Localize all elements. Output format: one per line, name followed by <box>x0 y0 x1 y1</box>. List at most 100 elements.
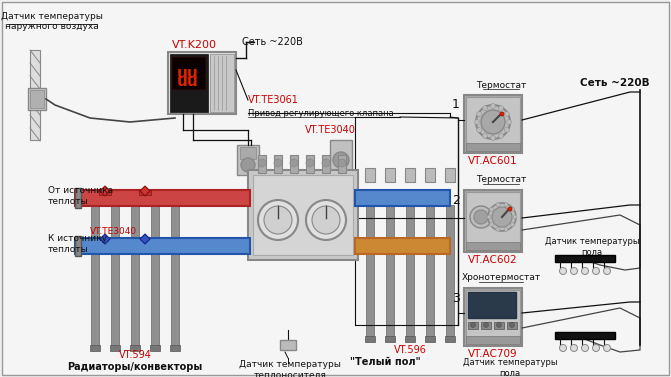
Bar <box>151 205 159 350</box>
Circle shape <box>258 200 298 240</box>
Bar <box>75 236 81 256</box>
Bar <box>75 238 250 254</box>
Circle shape <box>489 207 493 211</box>
Bar <box>365 336 375 342</box>
Bar <box>426 205 434 340</box>
Bar <box>446 205 454 340</box>
Text: Датчик температуры
теплоносителя: Датчик температуры теплоносителя <box>239 360 341 377</box>
Text: VT.TE3061: VT.TE3061 <box>248 95 299 105</box>
Text: Радиаторы/конвекторы: Радиаторы/конвекторы <box>67 362 203 372</box>
Circle shape <box>492 207 512 227</box>
Circle shape <box>274 159 282 167</box>
Bar <box>75 188 81 208</box>
Bar <box>30 90 44 108</box>
Bar <box>111 205 119 350</box>
Circle shape <box>484 322 488 328</box>
Bar <box>466 290 520 338</box>
Bar <box>355 238 450 254</box>
Circle shape <box>290 159 298 167</box>
Circle shape <box>513 215 517 219</box>
Bar <box>385 168 395 182</box>
Circle shape <box>505 112 509 116</box>
Polygon shape <box>99 190 111 195</box>
Text: VT.TE3040: VT.TE3040 <box>90 227 137 236</box>
Polygon shape <box>100 234 110 244</box>
Bar <box>322 155 330 173</box>
Bar <box>464 288 522 346</box>
Bar <box>494 322 504 329</box>
Bar <box>466 242 520 250</box>
Circle shape <box>491 135 495 141</box>
Circle shape <box>264 206 292 234</box>
Circle shape <box>474 210 488 224</box>
Circle shape <box>476 112 482 116</box>
Bar <box>330 140 352 172</box>
Polygon shape <box>140 234 150 244</box>
Circle shape <box>603 345 611 351</box>
Bar <box>210 54 234 112</box>
Bar <box>171 205 179 350</box>
Circle shape <box>505 127 509 132</box>
Circle shape <box>306 159 314 167</box>
Bar <box>90 345 100 351</box>
Circle shape <box>488 203 516 231</box>
Text: uu: uu <box>177 66 199 81</box>
Circle shape <box>481 110 505 134</box>
Text: Хронотермостат: Хронотермостат <box>462 273 541 282</box>
Circle shape <box>500 112 504 116</box>
Bar <box>405 168 415 182</box>
Text: VT.AC602: VT.AC602 <box>468 255 518 265</box>
Polygon shape <box>140 186 150 196</box>
Polygon shape <box>100 186 110 196</box>
Bar <box>28 88 46 110</box>
Text: VT.596: VT.596 <box>394 345 427 355</box>
Text: 3: 3 <box>452 291 460 305</box>
Bar <box>258 155 266 173</box>
Bar <box>170 54 208 112</box>
Bar <box>555 255 615 262</box>
Text: uu: uu <box>177 75 199 89</box>
Text: От источника
теплоты: От источника теплоты <box>48 186 113 206</box>
Bar <box>466 336 520 344</box>
Bar <box>91 205 99 350</box>
Bar <box>280 340 296 350</box>
Circle shape <box>504 227 508 231</box>
Bar <box>468 322 478 329</box>
Circle shape <box>592 268 599 274</box>
Circle shape <box>592 345 599 351</box>
Bar <box>366 205 374 340</box>
Bar <box>464 190 522 252</box>
Circle shape <box>507 120 511 124</box>
Bar <box>466 97 520 145</box>
Circle shape <box>482 133 488 138</box>
Circle shape <box>496 202 500 207</box>
Bar <box>445 336 455 342</box>
Bar <box>110 345 120 351</box>
Bar <box>274 155 282 173</box>
Circle shape <box>496 227 500 231</box>
Text: Сеть ~220В: Сеть ~220В <box>242 37 303 47</box>
Bar <box>464 95 522 153</box>
Bar <box>240 147 256 159</box>
Circle shape <box>487 215 491 219</box>
Bar <box>168 52 236 114</box>
Circle shape <box>570 345 578 351</box>
Circle shape <box>338 159 346 167</box>
Text: VT.TE3040: VT.TE3040 <box>305 125 356 135</box>
Circle shape <box>322 159 330 167</box>
Bar <box>386 205 394 340</box>
Circle shape <box>560 345 566 351</box>
Circle shape <box>499 133 503 138</box>
Circle shape <box>333 152 349 168</box>
Circle shape <box>489 223 493 227</box>
Bar <box>130 345 140 351</box>
Text: Термостат: Термостат <box>476 176 526 184</box>
Circle shape <box>560 268 566 274</box>
Text: Датчик температуры
пола: Датчик температуры пола <box>545 237 639 257</box>
Circle shape <box>570 268 578 274</box>
Bar <box>385 336 395 342</box>
Circle shape <box>258 159 266 167</box>
Circle shape <box>470 322 476 328</box>
Bar <box>131 205 139 350</box>
Bar <box>253 175 353 255</box>
